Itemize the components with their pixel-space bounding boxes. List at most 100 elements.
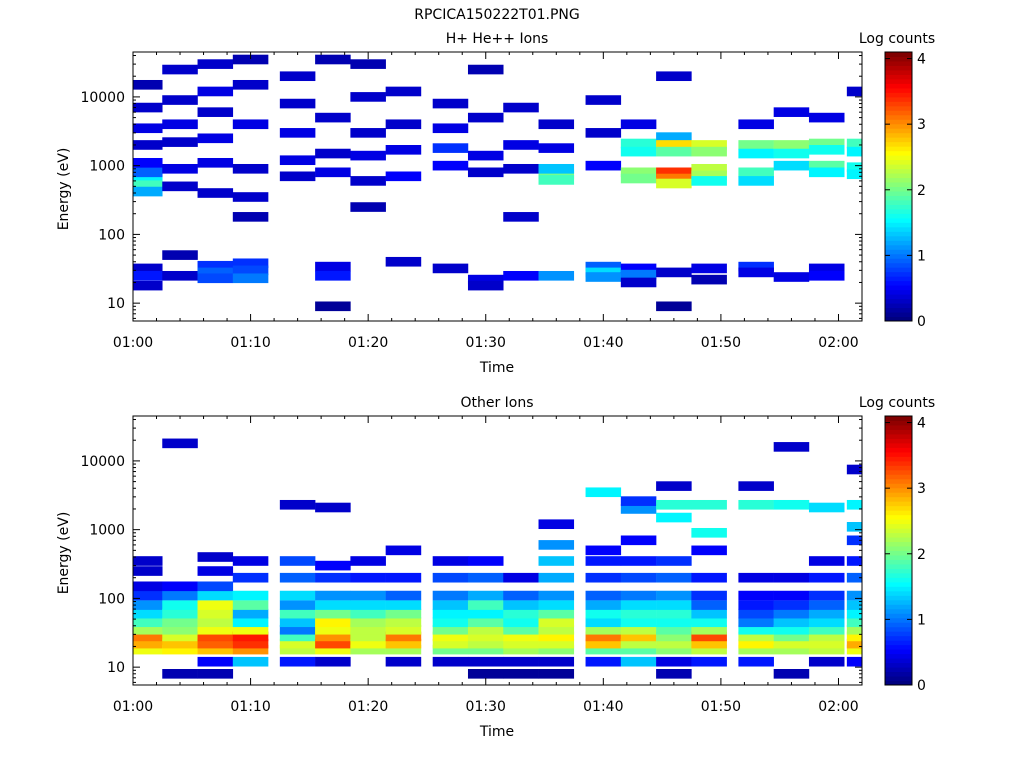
heatmap-cell <box>467 64 504 75</box>
colorbar-segment <box>885 532 912 538</box>
heatmap-cell <box>620 600 657 610</box>
heatmap-cell <box>467 112 504 123</box>
colorbar-segment <box>885 585 912 592</box>
heatmap-cell <box>808 502 845 513</box>
colorbar-tick-label: 4 <box>917 416 926 432</box>
heatmap-cell <box>503 638 539 649</box>
heatmap-cell <box>197 566 234 576</box>
heatmap-cell <box>197 608 234 619</box>
heatmap-cell <box>620 277 657 288</box>
heatmap-cell <box>315 502 351 513</box>
heatmap-cell <box>432 656 469 667</box>
colorbar-segment <box>885 78 912 84</box>
heatmap-cell <box>385 644 422 655</box>
colorbar-segment <box>885 514 912 520</box>
heatmap-cell <box>162 617 198 628</box>
heatmap-cell <box>503 644 539 655</box>
heatmap-cell <box>773 148 810 159</box>
heatmap-cell <box>133 638 163 649</box>
heatmap-cell <box>197 260 234 271</box>
colorbar-label: Log counts <box>859 31 935 47</box>
x-tick-label: 01:30 <box>466 335 506 351</box>
heatmap-cell <box>738 140 774 150</box>
heatmap-cell <box>738 499 774 510</box>
heatmap-cell <box>232 258 269 269</box>
heatmap-cell <box>656 600 692 610</box>
colorbar-segment <box>885 550 912 556</box>
heatmap-cell <box>279 572 316 583</box>
colorbar-segment <box>885 136 912 143</box>
colorbar-segment <box>885 168 912 174</box>
heatmap-cell <box>350 59 386 69</box>
heatmap-cell <box>197 267 234 278</box>
colorbar-segment <box>885 617 912 623</box>
heatmap-cell <box>620 119 657 130</box>
heatmap-cell <box>585 556 622 566</box>
heatmap-cell <box>846 521 862 532</box>
heatmap-cell <box>432 263 469 274</box>
colorbar-tick-label: 3 <box>917 481 926 497</box>
heatmap-cell <box>538 644 575 655</box>
heatmap-cell <box>385 119 422 130</box>
heatmap-cell <box>232 608 269 619</box>
colorbar-segment <box>885 82 912 89</box>
colorbar-segment <box>885 567 912 574</box>
heatmap-cell <box>232 624 269 635</box>
colorbar-segment <box>885 419 912 426</box>
colorbar-segment <box>885 60 912 66</box>
colorbar-segment <box>885 248 912 255</box>
heatmap-cell <box>538 624 575 635</box>
heatmap-cell <box>279 600 316 610</box>
heatmap-cell <box>738 608 774 619</box>
heatmap-cell <box>620 631 657 642</box>
heatmap-cell <box>432 608 469 619</box>
colorbar-segment <box>885 482 912 489</box>
colorbar-segment <box>885 460 912 466</box>
colorbar-segment <box>885 123 912 129</box>
colorbar-segment <box>885 275 912 282</box>
colorbar-segment <box>885 487 912 493</box>
heatmap-cell <box>620 535 657 546</box>
heatmap-cell <box>585 261 622 272</box>
heatmap-cell <box>467 274 504 285</box>
y-tick-label: 100 <box>98 227 125 243</box>
colorbar-segment <box>885 203 912 210</box>
colorbar-segment <box>885 603 912 610</box>
heatmap-cell <box>773 107 810 117</box>
x-tick-label: 01:10 <box>230 699 270 715</box>
heatmap-cell <box>133 600 163 610</box>
heatmap-cell <box>162 638 198 649</box>
colorbar-segment <box>885 469 912 475</box>
x-tick-label: 01:40 <box>583 335 623 351</box>
heatmap-cell <box>432 123 469 134</box>
heatmap-cell <box>538 143 575 153</box>
colorbar-tick-label: 0 <box>917 678 926 694</box>
colorbar-segment <box>885 114 912 120</box>
colorbar-segment <box>885 150 912 156</box>
heatmap-cell <box>620 496 657 506</box>
heatmap-cell <box>656 267 692 278</box>
colorbar-segment <box>885 554 912 560</box>
heatmap-cell <box>350 644 386 655</box>
colorbar-segment <box>885 415 912 421</box>
heatmap-cell <box>620 656 657 667</box>
heatmap-cell <box>656 644 692 655</box>
heatmap-cell <box>197 638 234 649</box>
heatmap-cell <box>432 617 469 628</box>
heatmap-cell <box>232 54 269 65</box>
heatmap-cell <box>432 600 469 610</box>
heatmap-cell <box>133 581 163 592</box>
heatmap-cell <box>350 128 386 138</box>
heatmap-cell <box>503 656 539 667</box>
heatmap-cell <box>385 608 422 619</box>
heatmap-cell <box>133 617 163 628</box>
colorbar-segment <box>885 244 912 250</box>
heatmap-cell <box>232 656 269 667</box>
heatmap-cell <box>538 572 575 583</box>
heatmap-cell <box>162 631 198 642</box>
heatmap-cell <box>585 545 622 556</box>
heatmap-cell <box>773 669 810 679</box>
colorbar-segment <box>885 239 912 246</box>
heatmap-cell <box>656 173 692 184</box>
heatmap-cell <box>232 556 269 566</box>
